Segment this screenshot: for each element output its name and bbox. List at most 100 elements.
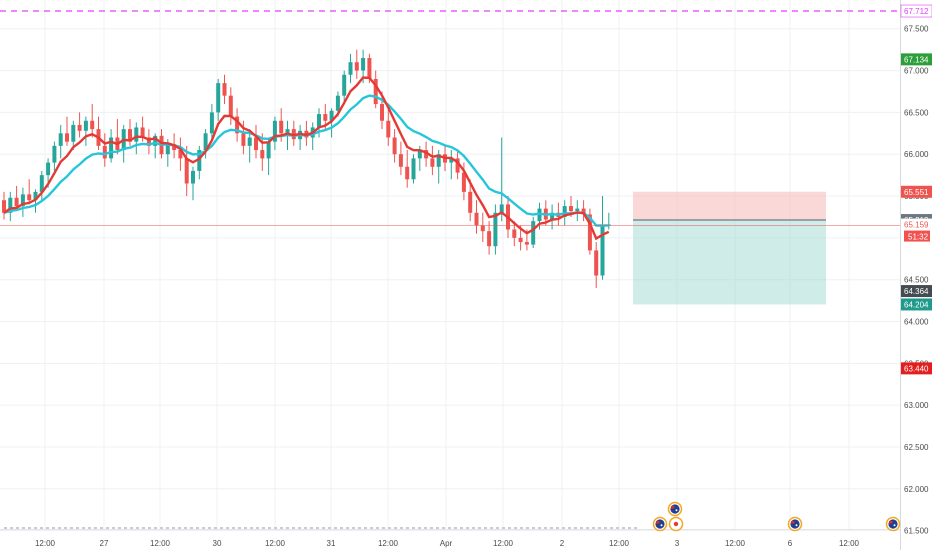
volume-bar (418, 527, 421, 529)
candle-body (380, 104, 384, 121)
flag-star (795, 524, 798, 527)
earnings-dot (673, 521, 679, 527)
target-zone[interactable] (633, 220, 826, 305)
candle-body (197, 150, 202, 171)
candle-body (191, 170, 195, 184)
candle-body (348, 62, 353, 75)
candle-body (594, 250, 599, 276)
price-tag-stop-level[interactable] (901, 185, 932, 198)
y-tick-label: 66.500 (904, 108, 929, 117)
short-position-tool[interactable] (633, 191, 826, 305)
price-tag-last-price[interactable] (901, 218, 932, 231)
volume-bar (154, 527, 157, 529)
volume-bar (28, 527, 31, 529)
countdown-text: 51:32 (908, 233, 929, 242)
ema-slow-line (3, 94, 609, 227)
candle-body (550, 212, 555, 220)
volume-bar (364, 527, 367, 529)
event-markers (652, 501, 901, 532)
volume-bar (586, 527, 589, 529)
candle-body (165, 144, 170, 155)
candle-body (411, 158, 416, 180)
candle-body (178, 150, 183, 159)
x-tick-label: 12:00 (493, 539, 514, 548)
candle-body (209, 112, 214, 134)
volume-bar (184, 527, 187, 529)
volume-bar (22, 527, 25, 529)
volume-bar (358, 527, 361, 529)
candle-body (373, 78, 378, 105)
volume-bar (304, 527, 307, 529)
volume-bar (202, 527, 205, 529)
volume-bar (94, 527, 97, 529)
candle-body (279, 120, 284, 134)
volume-bar (502, 527, 505, 529)
volume-bar (76, 527, 79, 529)
candle-body (140, 127, 145, 138)
volume-bar (562, 527, 565, 529)
price-tag-take-profit-line[interactable] (901, 53, 932, 66)
volume-bar (232, 527, 235, 529)
flag-star (660, 524, 663, 527)
x-tick-label: 12:00 (265, 539, 286, 548)
candle-body (46, 162, 51, 176)
candle-body (27, 194, 32, 201)
volume-bar (412, 527, 415, 529)
price-tag-text: 65.551 (904, 188, 929, 197)
candle-body (235, 116, 240, 134)
volume-bar (352, 527, 355, 529)
volume-bar (268, 527, 271, 529)
candle-body (247, 137, 252, 146)
volume-bar (238, 527, 241, 529)
y-tick-label: 64.000 (904, 318, 929, 327)
volume-bar (484, 527, 487, 529)
volume-bar (376, 527, 379, 529)
candle-body (361, 58, 366, 71)
price-tag-stop-line[interactable] (901, 362, 932, 375)
volume-bar (634, 527, 637, 529)
x-tick-label: 30 (213, 539, 222, 548)
candle-body (455, 158, 460, 173)
volume-bar (142, 527, 145, 529)
candle-body (354, 62, 359, 71)
volume-bar (190, 527, 193, 529)
volume-bar (172, 527, 175, 529)
volume-bar (322, 527, 325, 529)
candle-body (323, 114, 328, 121)
price-tag-target-level[interactable] (901, 298, 932, 311)
candle-body (493, 212, 498, 247)
candle-body (398, 154, 403, 167)
volume-bar (520, 527, 523, 529)
candle-body (260, 150, 265, 159)
price-tag-alert[interactable] (900, 4, 932, 18)
price-axis[interactable]: 67.50067.00066.50066.00065.50065.00064.5… (900, 4, 932, 536)
volume-bar (88, 527, 91, 529)
volume-bar (472, 527, 475, 529)
candle-body (203, 133, 208, 151)
price-tag-text: 67.712 (904, 7, 929, 16)
volume-bar (430, 527, 433, 529)
countdown-tag (904, 230, 930, 242)
volume-bar (82, 527, 85, 529)
y-tick-label: 66.000 (904, 150, 929, 159)
volume-bar (40, 527, 43, 529)
candle-body (562, 206, 567, 217)
stop-zone[interactable] (633, 191, 826, 221)
volume-bar (406, 527, 409, 529)
volume-bar (130, 527, 133, 529)
volume-bar (496, 527, 499, 529)
volume-bar (574, 527, 577, 529)
time-axis (0, 527, 900, 530)
volume-bar (334, 527, 337, 529)
volume-bar (34, 527, 37, 529)
candle-body (241, 133, 246, 146)
volume-bar (310, 527, 313, 529)
candle-body (58, 133, 63, 146)
price-tag-low-marker[interactable] (901, 285, 932, 298)
y-tick-label: 61.500 (904, 527, 929, 536)
volume-bar (256, 527, 259, 529)
volume-bar (460, 527, 463, 529)
candle-body (109, 137, 114, 159)
